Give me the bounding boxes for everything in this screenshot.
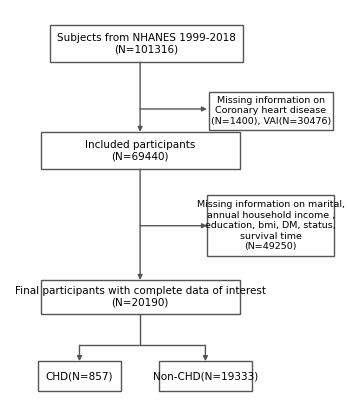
FancyBboxPatch shape (40, 280, 240, 314)
FancyBboxPatch shape (159, 361, 252, 391)
FancyBboxPatch shape (207, 195, 334, 256)
Text: CHD(N=857): CHD(N=857) (46, 371, 113, 381)
FancyBboxPatch shape (40, 132, 240, 169)
FancyBboxPatch shape (208, 92, 333, 130)
FancyBboxPatch shape (50, 25, 243, 62)
Text: Non-CHD(N=19333): Non-CHD(N=19333) (153, 371, 258, 381)
Text: Subjects from NHANES 1999-2018
(N=101316): Subjects from NHANES 1999-2018 (N=101316… (57, 33, 236, 54)
FancyBboxPatch shape (38, 361, 121, 391)
Text: Included participants
(N=69440): Included participants (N=69440) (85, 140, 195, 161)
Text: Missing information on
Coronary heart disease
(N=1400), VAI(N=30476): Missing information on Coronary heart di… (211, 96, 331, 126)
Text: Missing information on marital,
annual household income ,
education, bmi, DM, st: Missing information on marital, annual h… (197, 200, 345, 251)
Text: Final participants with complete data of interest
(N=20190): Final participants with complete data of… (15, 286, 266, 308)
